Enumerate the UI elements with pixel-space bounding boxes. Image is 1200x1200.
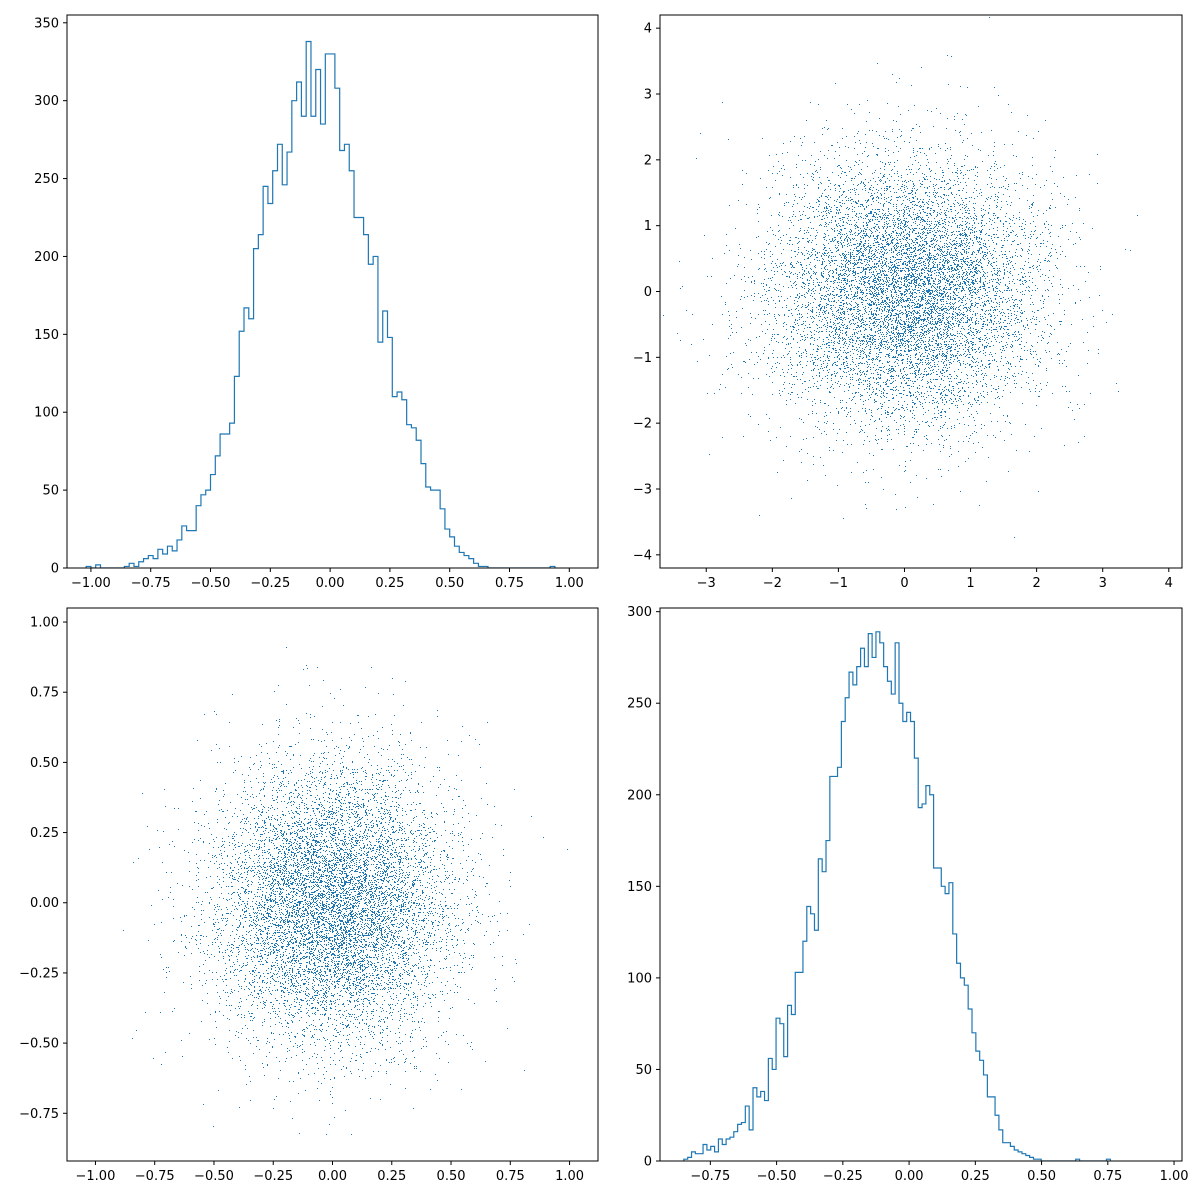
top-left-x-tick-label: −0.25: [250, 576, 290, 591]
top-left-y-tick-label: 300: [34, 94, 59, 109]
bottom-right-y-tick-label: 250: [627, 697, 652, 712]
bottom-right-y-tick-label: 100: [627, 971, 652, 986]
top-right-axes-frame: [659, 14, 1183, 569]
top-right-x-tick-label: 3: [1099, 576, 1107, 591]
top-right-y-tick-label: −3: [633, 483, 652, 498]
bottom-right-x-tick-label: −0.50: [757, 1169, 797, 1184]
bottom-left-plot-area: [123, 647, 568, 1135]
bottom-right-y-tick-label: 200: [627, 788, 652, 803]
top-right-x-tick-label: −2: [763, 576, 782, 591]
top-left-x-tick-label: −1.00: [71, 576, 111, 591]
top-right-x-tick-label: 4: [1165, 576, 1173, 591]
bottom-right-x-tick-label: 0.25: [961, 1169, 990, 1184]
bottom-left-x-tick-label: 0.00: [318, 1169, 347, 1184]
top-right-y-tick-label: −1: [633, 351, 652, 366]
top-right-y-tick-label: 3: [644, 88, 652, 103]
top-left-histogram-step-line: [85, 40, 556, 568]
top-right-plot-area: [663, 17, 1138, 538]
top-right-scatter-axes: −3 −2 −1 0 1 2 3 4 −4 −3 −2 −1 0 1 2 3 4: [633, 14, 1183, 591]
top-left-x-tick-label: −0.50: [191, 576, 231, 591]
bottom-right-histogram-axes: −0.75 −0.50 −0.25 0.00 0.25 0.50 0.75 1.00 0 50 10…: [627, 605, 1188, 1184]
bottom-left-x-tick-label: −1.00: [76, 1169, 116, 1184]
bottom-left-x-tick-label: 0.50: [437, 1169, 466, 1184]
top-right-x-tick-label: 1: [966, 576, 974, 591]
bottom-left-axes-frame: [66, 607, 599, 1162]
top-right-y-tick-label: −2: [633, 417, 652, 432]
bottom-left-scatter-axes: −1.00 −0.75 −0.50 −0.25 0.00 0.25 0.50 0.75 1.00…: [19, 607, 599, 1184]
top-right-scatter-points: [663, 17, 1138, 538]
bottom-left-x-tick-label: −0.50: [194, 1169, 234, 1184]
bottom-left-x-tick-label: 0.25: [377, 1169, 406, 1184]
bottom-right-histogram-step-line: [683, 631, 1111, 1161]
top-left-y-tick-label: 0: [51, 562, 59, 577]
top-left-x-tick-label: 1.00: [555, 576, 584, 591]
top-right-y-tick-label: 2: [644, 153, 652, 168]
top-left-y-tick-label: 50: [42, 484, 59, 499]
bottom-left-y-tick-label: 0.50: [30, 756, 59, 771]
top-left-x-tick-label: 0.75: [495, 576, 524, 591]
top-left-x-tick-label: 0.00: [316, 576, 345, 591]
bottom-left-y-tick-label: −0.50: [19, 1037, 59, 1052]
bottom-right-axes-frame: [659, 607, 1183, 1162]
top-left-y-tick-label: 100: [34, 406, 59, 421]
bottom-right-x-tick-label: 1.00: [1160, 1169, 1189, 1184]
top-left-histogram-axes: −1.00 −0.75 −0.50 −0.25 0.00 0.25 0.50 0.75 1.00…: [34, 14, 599, 591]
top-left-x-tick-label: −0.75: [131, 576, 171, 591]
bottom-left-x-tick-label: −0.25: [253, 1169, 293, 1184]
bottom-right-y-tick-label: 50: [635, 1063, 652, 1078]
top-right-y-tick-label: −4: [633, 548, 652, 563]
bottom-right-y-tick-label: 0: [644, 1155, 652, 1170]
bottom-left-x-tick-label: −0.75: [135, 1169, 175, 1184]
bottom-right-x-tick-label: −0.25: [823, 1169, 863, 1184]
bottom-right-y-tick-label: 300: [627, 605, 652, 620]
top-left-plot-area: [85, 40, 556, 568]
bottom-right-x-tick-label: −0.75: [690, 1169, 730, 1184]
top-right-x-tick-label: 2: [1032, 576, 1040, 591]
top-left-y-tick-label: 200: [34, 250, 59, 265]
bottom-left-y-tick-label: 0.25: [30, 826, 59, 841]
top-left-axes-frame: [66, 14, 599, 569]
top-right-x-tick-label: −3: [697, 576, 716, 591]
bottom-left-x-tick-label: 0.75: [496, 1169, 525, 1184]
bottom-left-y-tick-label: 1.00: [30, 616, 59, 631]
top-right-y-tick-label: 4: [644, 22, 652, 37]
top-right-y-tick-label: 0: [644, 285, 652, 300]
bottom-right-y-tick-label: 150: [627, 880, 652, 895]
top-right-y-tick-label: 1: [644, 219, 652, 234]
bottom-right-plot-area: [683, 631, 1111, 1161]
bottom-left-y-tick-label: 0.75: [30, 686, 59, 701]
top-right-x-tick-label: −1: [829, 576, 848, 591]
bottom-left-x-tick-label: 1.00: [555, 1169, 584, 1184]
bottom-right-x-tick-label: 0.00: [895, 1169, 924, 1184]
bottom-left-y-tick-label: 0.00: [30, 896, 59, 911]
bottom-right-x-tick-label: 0.50: [1027, 1169, 1056, 1184]
top-left-x-tick-label: 0.50: [435, 576, 464, 591]
top-left-y-tick-label: 350: [34, 16, 59, 31]
top-left-x-tick-label: 0.25: [375, 576, 404, 591]
top-right-x-tick-label: 0: [900, 576, 908, 591]
top-left-y-tick-label: 150: [34, 328, 59, 343]
bottom-right-x-tick-label: 0.75: [1093, 1169, 1122, 1184]
bottom-left-y-tick-label: −0.25: [19, 966, 59, 981]
bottom-left-scatter-points: [123, 647, 568, 1135]
bottom-left-y-tick-label: −0.75: [19, 1107, 59, 1122]
top-left-y-tick-label: 250: [34, 172, 59, 187]
